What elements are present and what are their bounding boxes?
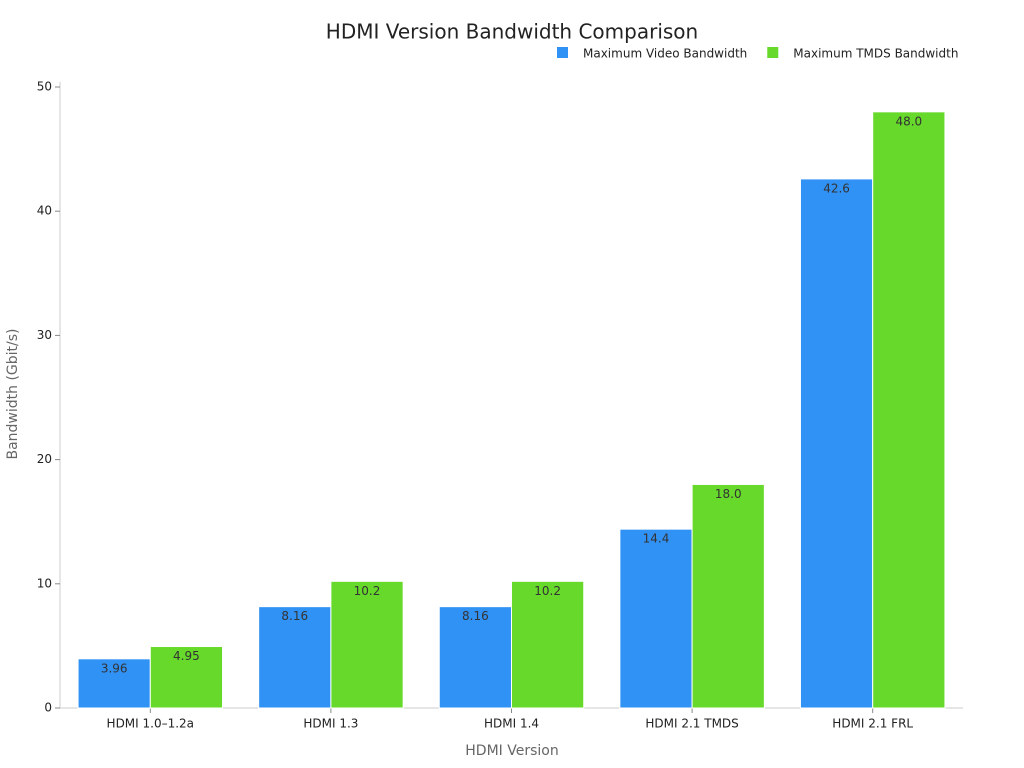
data-label: 42.6 [823,181,850,195]
data-label: 14.4 [643,532,670,546]
x-tick-label: HDMI 1.4 [484,717,539,731]
bar [511,580,585,709]
bar [438,606,513,709]
legend-swatch [767,47,779,58]
bar [872,111,946,709]
bar [330,580,404,709]
x-tick-label: HDMI 1.0–1.2a [107,717,195,731]
bar [691,483,765,709]
y-tick-label: 40 [37,204,52,218]
bar [619,528,693,709]
y-tick-label: 20 [37,452,52,466]
bar [149,646,224,709]
data-label: 10.2 [354,584,381,598]
legend-label: Maximum Video Bandwidth [583,47,747,61]
data-label: 18.0 [715,487,742,501]
data-label: 10.2 [534,584,561,598]
chart-title: HDMI Version Bandwidth Comparison [326,20,698,44]
x-axis-label: HDMI Version [465,743,558,759]
y-tick-label: 0 [44,701,52,715]
data-label: 4.95 [173,649,200,663]
data-label: 8.16 [281,609,308,623]
data-label: 48.0 [895,114,922,128]
bar [799,178,874,709]
data-label: 8.16 [462,609,489,623]
x-tick-label: HDMI 2.1 TMDS [645,717,738,731]
data-label: 3.96 [101,661,128,675]
y-tick-label: 50 [37,80,52,94]
y-tick-label: 10 [37,576,52,590]
y-axis-label: Bandwidth (Gbit/s) [5,328,21,459]
legend-swatch [557,47,568,58]
legend-label: Maximum TMDS Bandwidth [793,47,958,61]
x-tick-label: HDMI 1.3 [303,717,358,731]
bar [258,606,332,709]
y-tick-label: 30 [37,328,52,342]
x-tick-label: HDMI 2.1 FRL [832,717,913,731]
